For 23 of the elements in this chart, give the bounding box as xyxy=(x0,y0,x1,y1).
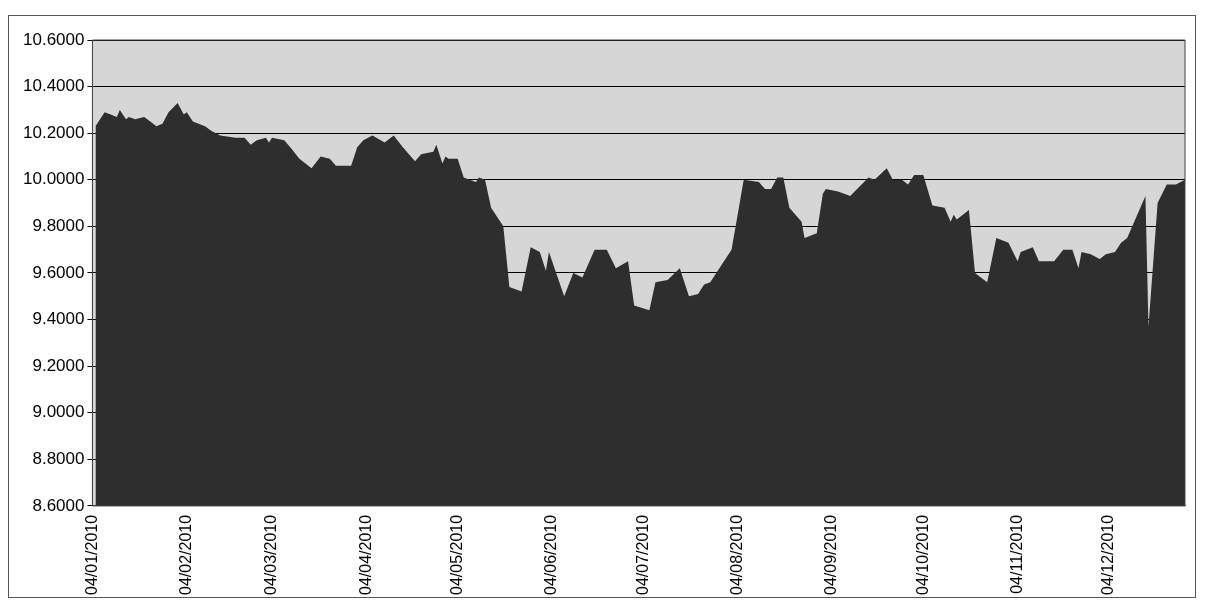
x-tick-label: 04/12/2010 xyxy=(1099,514,1117,595)
x-tick-label: 04/04/2010 xyxy=(356,514,374,595)
y-tick-label: 10.0000 xyxy=(23,169,85,189)
x-tick-label: 04/02/2010 xyxy=(177,514,195,595)
y-tick-label: 10.6000 xyxy=(23,29,85,49)
y-tick-label: 9.0000 xyxy=(32,402,85,422)
x-tick-label: 04/09/2010 xyxy=(822,514,840,595)
x-tick-label: 04/03/2010 xyxy=(262,514,280,595)
x-tick-label: 04/10/2010 xyxy=(913,514,931,595)
x-tick-label: 04/06/2010 xyxy=(542,514,560,595)
y-tick-label: 10.2000 xyxy=(23,122,85,142)
x-tick-label: 04/11/2010 xyxy=(1008,514,1026,594)
y-tick-label: 9.4000 xyxy=(32,309,85,329)
y-tick-label: 9.2000 xyxy=(32,355,85,375)
y-tick-label: 9.8000 xyxy=(32,216,85,236)
y-tick-label: 9.6000 xyxy=(32,262,85,282)
y-tick-label: 10.4000 xyxy=(23,76,85,96)
x-tick-label: 04/05/2010 xyxy=(448,514,466,595)
x-tick-label: 04/07/2010 xyxy=(633,514,651,595)
y-tick-label: 8.8000 xyxy=(32,449,85,469)
x-tick-label: 04/01/2010 xyxy=(82,514,100,595)
y-tick-label: 8.6000 xyxy=(32,495,85,515)
x-tick-label: 04/08/2010 xyxy=(728,514,746,595)
